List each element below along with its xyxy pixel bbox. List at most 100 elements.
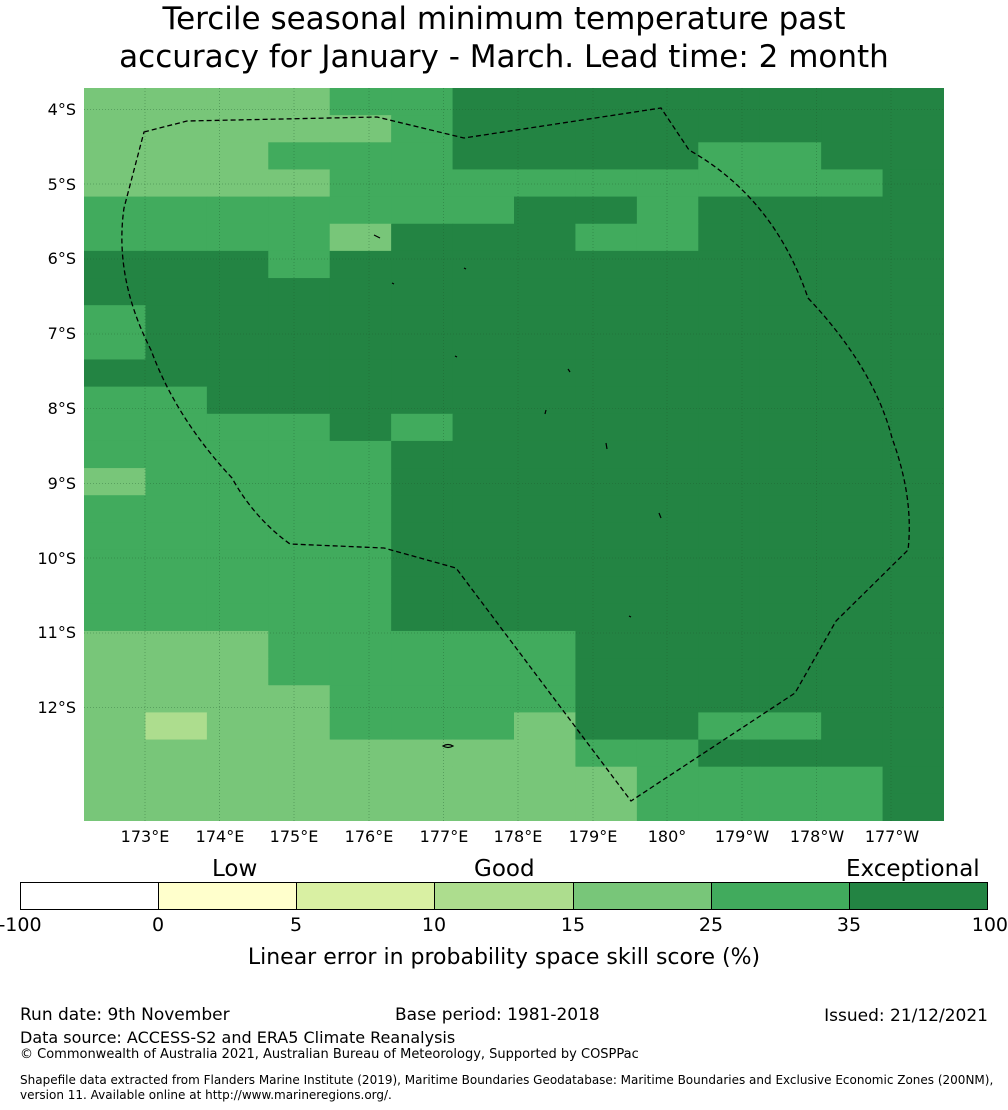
grid-cell bbox=[84, 793, 147, 821]
grid-cell bbox=[206, 549, 269, 578]
grid-cell bbox=[206, 305, 269, 333]
grid-cell bbox=[575, 468, 638, 496]
grid-cell bbox=[84, 739, 147, 768]
grid-cell bbox=[268, 278, 331, 306]
grid-cell bbox=[575, 115, 638, 143]
grid-cell bbox=[452, 739, 515, 768]
grid-cell bbox=[268, 630, 331, 659]
grid-cell bbox=[882, 223, 944, 252]
lon-label: 176°E bbox=[344, 827, 394, 846]
grid-cell bbox=[391, 142, 454, 171]
grid-cell bbox=[84, 142, 147, 171]
grid-cell bbox=[145, 196, 208, 225]
grid-cell bbox=[329, 522, 392, 551]
grid-cell bbox=[698, 196, 761, 225]
grid-cell bbox=[636, 685, 699, 714]
grid-cell bbox=[206, 332, 269, 361]
lon-label: 173°E bbox=[120, 827, 170, 846]
grid-cell bbox=[145, 223, 208, 252]
grid-cell bbox=[145, 739, 208, 768]
grid-cell bbox=[329, 305, 392, 333]
grid-cell bbox=[391, 630, 454, 659]
grid-cell bbox=[84, 576, 147, 605]
lon-label: 178°W bbox=[789, 827, 845, 846]
grid-cell bbox=[575, 576, 638, 605]
grid-cell bbox=[636, 305, 699, 333]
grid-cell bbox=[698, 413, 761, 442]
grid-cell bbox=[391, 603, 454, 632]
lon-label: 175°E bbox=[269, 827, 319, 846]
lon-label: 180° bbox=[647, 827, 687, 846]
grid-cell bbox=[821, 522, 884, 551]
grid-cell bbox=[882, 386, 944, 415]
grid-cell bbox=[698, 468, 761, 496]
colorbar-segment bbox=[297, 883, 436, 909]
grid-cell bbox=[452, 495, 515, 523]
grid-cell bbox=[698, 115, 761, 143]
grid-cell bbox=[145, 250, 208, 279]
grid-cell bbox=[84, 115, 147, 143]
grid-cell bbox=[206, 495, 269, 523]
grid-cell bbox=[391, 495, 454, 523]
grid-cell bbox=[145, 332, 208, 361]
grid-cell bbox=[821, 712, 884, 741]
grid-cell bbox=[329, 88, 392, 116]
grid-cell bbox=[391, 739, 454, 768]
grid-cell bbox=[636, 522, 699, 551]
grid-cell bbox=[391, 305, 454, 333]
grid-cell bbox=[575, 142, 638, 171]
grid-cell bbox=[391, 468, 454, 496]
grid-cell bbox=[514, 278, 577, 306]
grid-cell bbox=[882, 142, 944, 171]
title-line-2: accuracy for January - March. Lead time:… bbox=[119, 39, 889, 75]
grid-cell bbox=[391, 332, 454, 361]
grid-cell bbox=[514, 332, 577, 361]
grid-cell bbox=[759, 413, 822, 442]
grid-cell bbox=[206, 739, 269, 768]
run-date: Run date: 9th November bbox=[20, 1005, 230, 1025]
grid-cell bbox=[84, 278, 147, 306]
grid-cell bbox=[882, 739, 944, 768]
grid-cell bbox=[882, 305, 944, 333]
grid-cell bbox=[452, 332, 515, 361]
grid-cell bbox=[636, 223, 699, 252]
grid-cell bbox=[821, 630, 884, 659]
grid-cell bbox=[268, 142, 331, 171]
grid-cell bbox=[514, 305, 577, 333]
grid-cell bbox=[329, 630, 392, 659]
colorbar-segment bbox=[435, 883, 574, 909]
grid-cell bbox=[206, 278, 269, 306]
grid-cell bbox=[268, 250, 331, 279]
grid-cell bbox=[206, 196, 269, 225]
grid-cell bbox=[759, 223, 822, 252]
grid-cell bbox=[145, 305, 208, 333]
grid-cell bbox=[329, 142, 392, 171]
grid-cell bbox=[636, 468, 699, 496]
grid-cell bbox=[514, 88, 577, 116]
grid-cell bbox=[759, 386, 822, 415]
grid-cell bbox=[391, 278, 454, 306]
grid-cell bbox=[759, 766, 822, 795]
grid-cell bbox=[636, 712, 699, 741]
grid-cell bbox=[452, 576, 515, 605]
grid-cell bbox=[206, 576, 269, 605]
grid-cell bbox=[145, 88, 208, 116]
grid-cell bbox=[452, 468, 515, 496]
grid-cell bbox=[391, 766, 454, 795]
grid-cell bbox=[821, 305, 884, 333]
grid-cell bbox=[391, 413, 454, 442]
lat-label: 4°S bbox=[47, 100, 76, 119]
grid-cell bbox=[452, 522, 515, 551]
grid-cell bbox=[575, 359, 638, 388]
grid-cell bbox=[84, 440, 147, 469]
grid-cell bbox=[882, 549, 944, 578]
grid-cell bbox=[514, 142, 577, 171]
colorbar-tick: -100 bbox=[0, 914, 42, 936]
grid-cell bbox=[84, 603, 147, 632]
grid-cell bbox=[882, 630, 944, 659]
colorbar-segment bbox=[21, 883, 160, 909]
grid-cell bbox=[84, 522, 147, 551]
grid-cell bbox=[514, 522, 577, 551]
grid-cell bbox=[759, 793, 822, 821]
lat-label: 8°S bbox=[47, 399, 76, 418]
